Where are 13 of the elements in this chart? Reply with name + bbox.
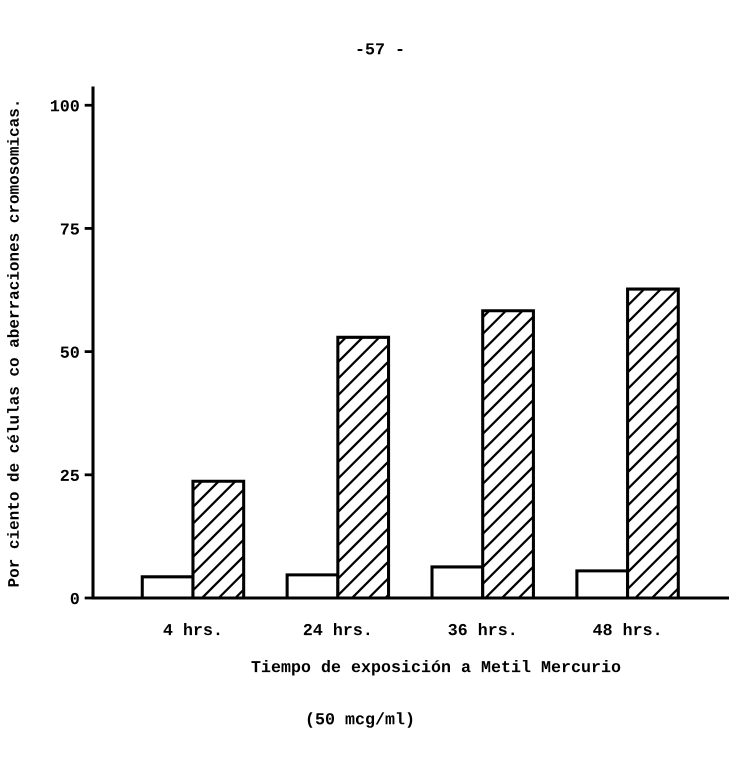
y-tick-label: 50 <box>60 346 79 358</box>
y-axis-title: Por ciento de células co aberraciones cromosomicas. <box>7 102 19 586</box>
y-tick-label: 100 <box>50 100 79 112</box>
y-tick-label: 75 <box>60 223 79 235</box>
text: -57 - <box>358 43 402 54</box>
x-axis-title: Tiempo de exposición a Metil Mercurio <box>251 660 620 676</box>
text: (50 mcg/ml) <box>308 712 412 728</box>
x-tick-label: 36 hrs. <box>448 623 514 636</box>
y-tick-label: 25 <box>60 470 79 482</box>
x-tick-label: 4 hrs. <box>164 623 220 636</box>
x-tick-label: 48 hrs. <box>593 623 659 636</box>
x-tick-label: 24 hrs. <box>304 623 370 636</box>
y-tick-label: 0 <box>70 592 79 604</box>
